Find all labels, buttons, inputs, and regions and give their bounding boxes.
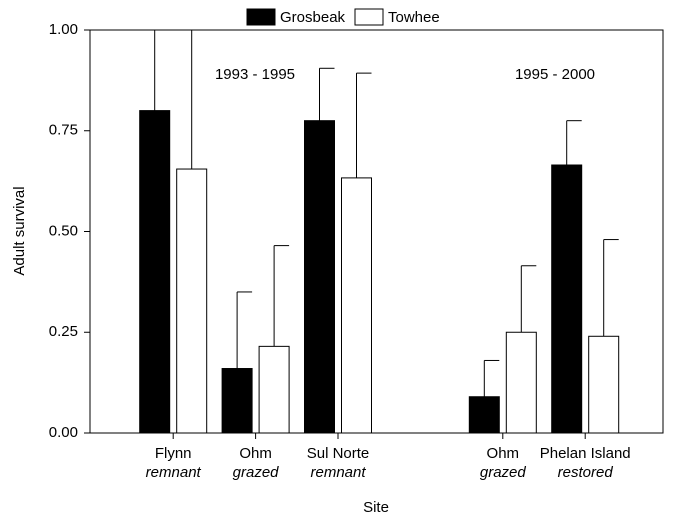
y-axis-label: Adult survival [11, 186, 28, 275]
bar [341, 177, 372, 434]
bar [304, 120, 335, 434]
annotation: 1993 - 1995 [215, 66, 295, 83]
bar [505, 331, 537, 434]
x-tick-label: Ohm [239, 445, 272, 462]
bar [139, 110, 171, 434]
bar [551, 164, 583, 434]
x-tick-label: Phelan Island [540, 445, 631, 462]
y-tick-label: 0.00 [49, 424, 78, 441]
legend-label: Grosbeak [280, 9, 346, 26]
y-tick-label: 0.25 [49, 323, 78, 340]
x-tick-label: Flynn [155, 445, 192, 462]
bar [176, 168, 208, 434]
legend-label: Towhee [388, 9, 440, 26]
legend-swatch [246, 8, 276, 26]
x-tick-label: Sul Norte [307, 445, 370, 462]
bar [588, 335, 620, 434]
legend-swatch [354, 8, 384, 26]
y-tick-label: 0.75 [49, 122, 78, 139]
bar [258, 345, 290, 434]
x-tick-label: Ohm [487, 445, 520, 462]
x-tick-sublabel: grazed [233, 464, 280, 481]
y-tick-label: 1.00 [49, 21, 78, 38]
x-axis-label: Site [363, 499, 389, 516]
x-tick-sublabel: remnant [310, 464, 366, 481]
annotation: 1995 - 2000 [515, 66, 595, 83]
y-tick-label: 0.50 [49, 222, 78, 239]
bar [221, 368, 253, 434]
bar [468, 396, 500, 434]
x-tick-sublabel: grazed [480, 464, 527, 481]
x-tick-sublabel: restored [558, 464, 614, 481]
x-tick-sublabel: remnant [146, 464, 202, 481]
